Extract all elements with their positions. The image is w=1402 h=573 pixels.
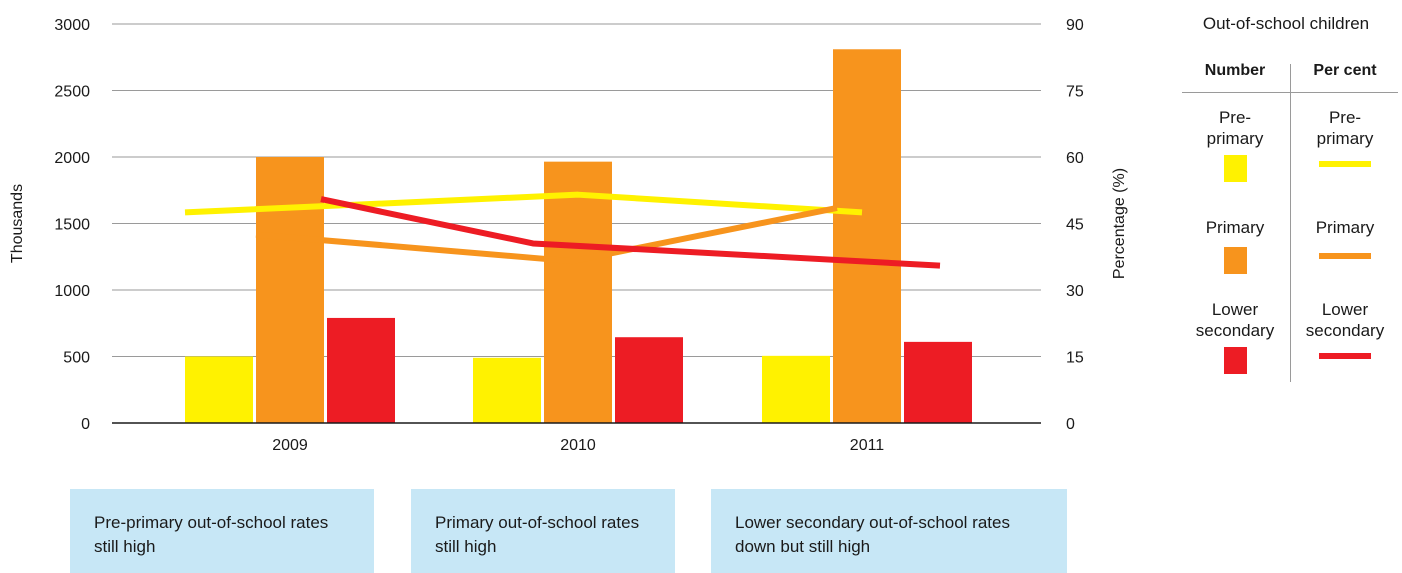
legend-number-lower-secondary: Lower secondary: [1180, 299, 1290, 374]
legend: Out-of-school children Number Per cent P…: [1180, 14, 1400, 34]
y-right-tick-label: 90: [1066, 17, 1084, 34]
y-left-tick-label: 2000: [54, 150, 90, 167]
bar: [256, 157, 324, 423]
bar: [473, 358, 541, 423]
legend-label: Pre-primary: [1314, 107, 1376, 149]
y-right-tick-label: 60: [1066, 150, 1084, 167]
bar: [327, 318, 395, 423]
x-tick-label: 2009: [272, 437, 308, 454]
callout-lower-secondary: Lower secondary out-of-school rates down…: [711, 489, 1067, 573]
legend-title: Out-of-school children: [1172, 14, 1400, 34]
bar: [544, 162, 612, 423]
legend-label: Primary: [1180, 217, 1290, 238]
bar: [615, 337, 683, 423]
legend-swatch-line-primary: [1319, 253, 1371, 259]
legend-label: Lower secondary: [1298, 299, 1392, 341]
y-right-tick-label: 0: [1066, 416, 1075, 433]
bar: [904, 342, 972, 423]
y-right-tick-label: 75: [1066, 84, 1084, 101]
bar: [833, 49, 901, 423]
y-left-axis-title: Thousands: [9, 184, 26, 263]
legend-label: Primary: [1290, 217, 1400, 238]
x-tick-label: 2010: [560, 437, 596, 454]
y-right-tick-label: 15: [1066, 350, 1084, 367]
legend-number-pre-primary: Pre-primary: [1180, 107, 1290, 182]
y-left-tick-label: 0: [81, 416, 90, 433]
legend-percent-primary: Primary: [1290, 217, 1400, 259]
legend-percent-lower-secondary: Lower secondary: [1290, 299, 1400, 359]
bar: [762, 356, 830, 423]
y-left-tick-label: 3000: [54, 17, 90, 34]
y-right-tick-label: 30: [1066, 283, 1084, 300]
y-left-tick-label: 2500: [54, 84, 90, 101]
legend-swatch-bar-lower-secondary: [1224, 347, 1247, 374]
y-right-axis-title: Percentage (%): [1111, 168, 1128, 279]
x-tick-label: 2011: [850, 437, 885, 454]
legend-label: Pre-primary: [1204, 107, 1266, 149]
y-left-tick-label: 1000: [54, 283, 90, 300]
y-left-tick-label: 1500: [54, 217, 90, 234]
legend-swatch-line-lower-secondary: [1319, 353, 1371, 359]
callout-pre-primary: Pre-primary out-of-school rates still hi…: [70, 489, 374, 573]
legend-swatch-bar-pre-primary: [1224, 155, 1247, 182]
legend-number-header: Number: [1180, 62, 1290, 80]
y-left-tick-label: 500: [63, 350, 90, 367]
bar: [185, 357, 253, 424]
callout-primary: Primary out-of-school rates still high: [411, 489, 675, 573]
legend-label: Lower secondary: [1188, 299, 1282, 341]
legend-percent-header: Per cent: [1290, 62, 1400, 80]
legend-percent-pre-primary: Pre-primary: [1290, 107, 1400, 167]
legend-swatch-bar-primary: [1224, 247, 1247, 274]
legend-number-primary: Primary: [1180, 217, 1290, 274]
y-right-tick-label: 45: [1066, 217, 1084, 234]
legend-swatch-line-pre-primary: [1319, 161, 1371, 167]
